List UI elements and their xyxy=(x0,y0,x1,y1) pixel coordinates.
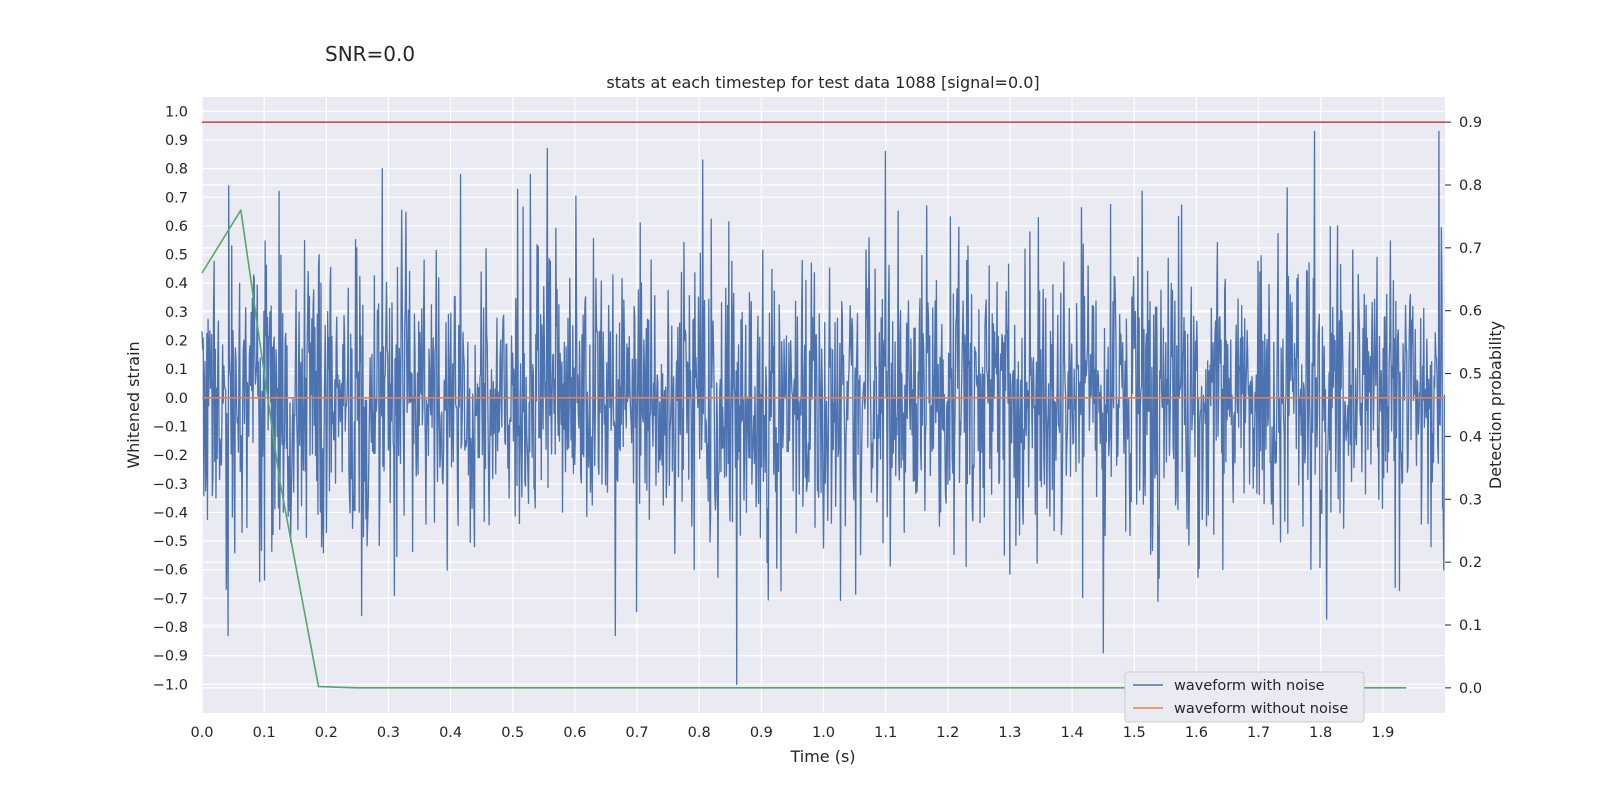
x-tick-label: 0.0 xyxy=(190,725,213,741)
y2-axis-ticks: 0.9 0.8 0.7 0.6 0.5 0.4 0.3 0.2 0.1 0.0 xyxy=(1445,115,1482,697)
y-tick-label: 0.7 xyxy=(165,190,188,206)
series-line-waveform-with-noise xyxy=(201,130,1446,685)
y-tick-label: 0.6 xyxy=(165,219,188,235)
y2-axis-label: Detection probability xyxy=(1486,321,1505,489)
y-tick-label: −0.3 xyxy=(153,477,188,493)
x-tick-label: 0.4 xyxy=(439,725,462,741)
y2-tick-label: 0.9 xyxy=(1459,115,1482,131)
y2-tick-label: 0.6 xyxy=(1459,304,1482,320)
x-tick-label: 0.8 xyxy=(688,725,711,741)
y2-tick-label: 0.4 xyxy=(1459,429,1482,445)
y-tick-label: 0.0 xyxy=(165,391,188,407)
y2-tick-label: 0.8 xyxy=(1459,178,1482,194)
y2-tick-label: 0.5 xyxy=(1459,367,1482,383)
x-tick-label: 1.5 xyxy=(1123,725,1146,741)
x-tick-label: 0.9 xyxy=(750,725,773,741)
x-axis-label: Time (s) xyxy=(789,747,855,766)
y-axis-label: Whitened strain xyxy=(124,341,143,468)
x-tick-label: 0.3 xyxy=(377,725,400,741)
x-tick-label: 1.7 xyxy=(1247,725,1270,741)
legend-label-noise: waveform with noise xyxy=(1174,678,1325,694)
y-tick-label: 0.9 xyxy=(165,133,188,149)
x-tick-label: 1.6 xyxy=(1185,725,1208,741)
y2-tick-label: 0.3 xyxy=(1459,492,1482,508)
y-tick-label: 0.8 xyxy=(165,162,188,178)
legend-box xyxy=(1124,671,1365,723)
y-tick-label: −0.5 xyxy=(153,534,188,550)
series-line-detection-probability xyxy=(201,209,1407,689)
x-tick-label: 1.1 xyxy=(874,725,897,741)
y-tick-label: −0.4 xyxy=(153,505,188,521)
figure-title: SNR=0.0 xyxy=(325,42,416,66)
y-axis-ticks: 1.0 0.9 0.8 0.7 0.6 0.5 0.4 0.3 0.2 0.1 0.0 −0.1 −0.… xyxy=(153,104,188,693)
x-tick-label: 0.1 xyxy=(253,725,276,741)
x-tick-label: 1.4 xyxy=(1061,725,1084,741)
y-tick-label: 0.5 xyxy=(165,248,188,264)
x-tick-label: 1.3 xyxy=(998,725,1021,741)
y-tick-label: −0.9 xyxy=(153,649,188,665)
series-layer xyxy=(201,121,1446,689)
x-axis-ticks: 0.0 0.1 0.2 0.3 0.4 0.5 0.6 0.7 0.8 0.9 1.0 1.1 1.2 1… xyxy=(190,725,1394,741)
x-tick-label: 0.5 xyxy=(501,725,524,741)
y-tick-label: −0.6 xyxy=(153,563,188,579)
x-tick-label: 1.9 xyxy=(1371,725,1394,741)
legend-label-clean: waveform without noise xyxy=(1174,701,1348,717)
y-tick-label: −0.2 xyxy=(153,448,188,464)
y2-tick-label: 0.0 xyxy=(1459,681,1482,697)
chart-title: stats at each timestep for test data 108… xyxy=(606,73,1039,92)
y2-tick-label: 0.1 xyxy=(1459,618,1482,634)
y2-tick-label: 0.7 xyxy=(1459,241,1482,257)
y-tick-label: 1.0 xyxy=(165,104,188,120)
x-tick-label: 0.2 xyxy=(315,725,338,741)
y-tick-label: 0.1 xyxy=(165,362,188,378)
y-tick-label: −0.7 xyxy=(153,591,188,607)
x-tick-label: 0.6 xyxy=(563,725,586,741)
y-tick-label: −0.1 xyxy=(153,419,188,435)
y-tick-label: 0.4 xyxy=(165,276,188,292)
x-tick-label: 1.8 xyxy=(1309,725,1332,741)
x-tick-label: 1.2 xyxy=(936,725,959,741)
x-tick-label: 1.0 xyxy=(812,725,835,741)
x-tick-label: 0.7 xyxy=(626,725,649,741)
y-tick-label: 0.3 xyxy=(165,305,188,321)
y-tick-label: −1.0 xyxy=(153,677,188,693)
y-tick-label: 0.2 xyxy=(165,334,188,350)
legend: waveform with noise waveform without noi… xyxy=(1124,671,1365,723)
y2-tick-label: 0.2 xyxy=(1459,555,1482,571)
y-tick-label: −0.8 xyxy=(153,620,188,636)
